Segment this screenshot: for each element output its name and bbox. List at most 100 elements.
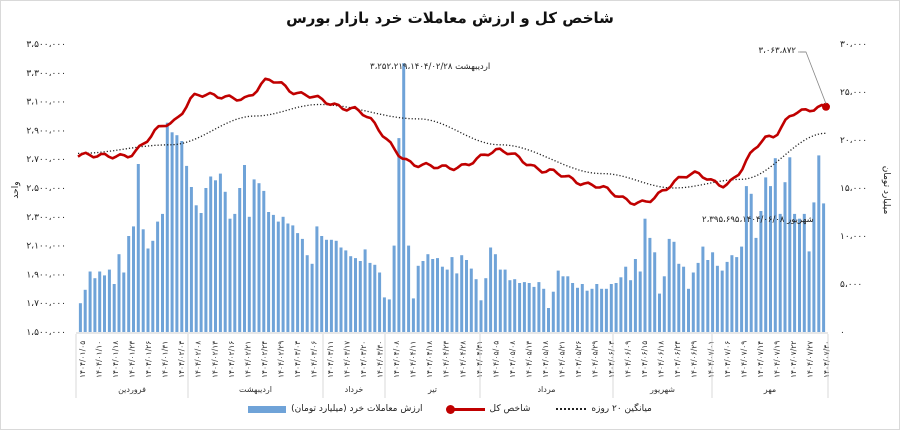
bar <box>773 158 777 332</box>
bar <box>373 264 377 332</box>
right-axis-tick: ۱۰،۰۰۰ <box>840 232 867 242</box>
right-axis-tick: ۲۵،۰۰۰ <box>840 88 867 98</box>
legend-ma-label: میانگین ۲۰ روزه <box>591 404 652 414</box>
total-index-line <box>77 77 827 206</box>
left-axis: ۳،۵۰۰،۰۰۰ ۳،۳۰۰،۰۰۰ ۳،۱۰۰،۰۰۰ ۲،۹۰۰،۰۰۰ ۲،۷۰… <box>26 40 66 338</box>
x-tick-label: ۱۴۰۴/۰۷/۲۲ <box>789 341 798 378</box>
left-axis-tick: ۲،۱۰۰،۰۰۰ <box>26 242 66 252</box>
bar <box>440 266 444 332</box>
bar <box>788 157 792 332</box>
bar <box>349 256 353 332</box>
legend-item-index: شاخص کل <box>445 404 530 414</box>
x-tick-label: ۱۴۰۴/۰۳/۱۷ <box>343 341 352 378</box>
bar <box>522 282 526 332</box>
bar <box>759 211 763 332</box>
bar <box>354 258 357 332</box>
bar <box>672 241 676 332</box>
left-axis-tick: ۳،۵۰۰،۰۰۰ <box>26 40 66 50</box>
left-axis-tick: ۱،۹۰۰،۰۰۰ <box>26 270 66 280</box>
bar <box>325 239 328 332</box>
bar <box>127 236 131 332</box>
bar <box>532 286 536 332</box>
bar <box>161 213 164 332</box>
bar <box>571 283 575 332</box>
left-axis-tick: ۱،۷۰۰،۰۰۰ <box>26 299 66 309</box>
x-tick-label: ۱۴۰۴/۰۴/۱۸ <box>425 341 434 378</box>
x-axis-ticks: ۱۴۰۴/۰۱/۰۵ ۱۴۰۴/۰۱/۱۰ ۱۴۰۴/۰۱/۱۸ ۱۴۰۴/۰۱/۲۳… <box>78 341 831 378</box>
bar <box>735 257 739 332</box>
bar <box>749 193 753 332</box>
month-label: خرداد <box>345 385 364 394</box>
bar <box>329 239 333 332</box>
x-tick-label: ۱۴۰۴/۰۷/۰۱ <box>706 341 715 378</box>
bar <box>291 225 295 332</box>
bar <box>576 287 579 332</box>
bar <box>320 236 324 332</box>
bar <box>363 249 367 332</box>
right-axis-tick: ۰ <box>840 328 845 338</box>
bar <box>88 271 92 332</box>
x-tick-label: ۱۴۰۴/۰۵/۲۶ <box>574 341 583 378</box>
bar <box>281 216 285 332</box>
bar <box>706 260 710 332</box>
x-tick-label: ۱۴۰۴/۰۱/۳۱ <box>161 341 170 378</box>
x-tick-label: ۱۴۰۴/۰۱/۲۶ <box>144 341 153 378</box>
bar <box>78 303 82 332</box>
bar <box>358 261 362 332</box>
left-axis-title: واحد <box>11 181 21 198</box>
bar <box>812 202 816 332</box>
x-tick-label: ۱۴۰۴/۰۵/۲۹ <box>591 341 600 378</box>
annotation-trough: شهریور ۲،۳۹۵،۶۹۵،۱۴۰۴/۰۶/۰۸ <box>702 215 814 225</box>
bar <box>783 182 787 332</box>
x-tick-label: ۱۴۰۴/۰۲/۱۳ <box>210 341 219 378</box>
bar <box>194 205 198 332</box>
right-axis: ۳۰،۰۰۰ ۲۵،۰۰۰ ۲۰،۰۰۰ ۱۵،۰۰۰ ۱۰،۰۰۰ ۵،۰۰۰ ۰ <box>840 40 867 338</box>
bar <box>715 265 719 332</box>
bar <box>431 259 435 332</box>
month-label: اردیبهشت <box>239 385 272 394</box>
bar <box>103 275 106 332</box>
x-tick-label: ۱۴۰۴/۰۵/۲۱ <box>558 341 567 378</box>
bar <box>455 273 459 332</box>
bar <box>233 213 237 332</box>
left-axis-tick: ۱،۵۰۰،۰۰۰ <box>26 328 66 338</box>
bar <box>460 255 464 332</box>
x-tick-label: ۱۴۰۴/۰۶/۱۸ <box>657 341 666 378</box>
bar <box>223 191 227 332</box>
x-tick-label: ۱۴۰۴/۰۲/۲۹ <box>276 341 285 378</box>
x-tick-label: ۱۴۰۴/۰۴/۱۱ <box>409 341 418 378</box>
x-tick-label: ۱۴۰۴/۰۱/۲۳ <box>128 341 137 378</box>
legend-item-bars: ارزش معاملات خرد (میلیارد تومان) <box>248 404 423 414</box>
annotation-last-value: ۳،۰۶۳،۸۷۲ <box>759 46 797 56</box>
bar <box>344 250 348 332</box>
bar <box>807 251 811 332</box>
bar <box>537 282 541 332</box>
x-tick-label: ۱۴۰۴/۰۲/۱۶ <box>227 341 236 378</box>
bar <box>701 246 705 332</box>
bar <box>648 237 652 332</box>
bar <box>214 180 217 332</box>
dotted-line-icon <box>556 408 587 410</box>
bar <box>614 283 618 332</box>
annotation-peak: اردیبهشت ۳،۲۵۲،۲۱۹،۱۴۰۴/۰۲/۲۸ <box>370 62 490 72</box>
bar <box>141 229 145 332</box>
bar <box>513 279 517 332</box>
x-tick-label: ۱۴۰۴/۰۶/۲۹ <box>690 341 699 378</box>
month-label: فروردین <box>118 385 146 394</box>
left-axis-tick: ۲،۷۰۰،۰۰۰ <box>26 155 66 165</box>
bar <box>619 277 623 332</box>
legend: میانگین ۲۰ روزه شاخص کل ارزش معاملات خرد… <box>0 404 900 414</box>
bar <box>445 269 449 332</box>
bar <box>267 212 271 332</box>
bar-series-retail-value <box>78 63 826 332</box>
bar <box>658 293 661 332</box>
bar <box>151 240 155 332</box>
bar <box>556 270 560 332</box>
bar <box>595 284 599 332</box>
legend-bars-label: ارزش معاملات خرد (میلیارد تومان) <box>291 404 423 414</box>
month-label: مرداد <box>537 385 555 394</box>
bar <box>238 188 242 332</box>
x-tick-label: ۱۴۰۴/۰۴/۲۳ <box>442 341 451 378</box>
bar <box>629 280 633 332</box>
